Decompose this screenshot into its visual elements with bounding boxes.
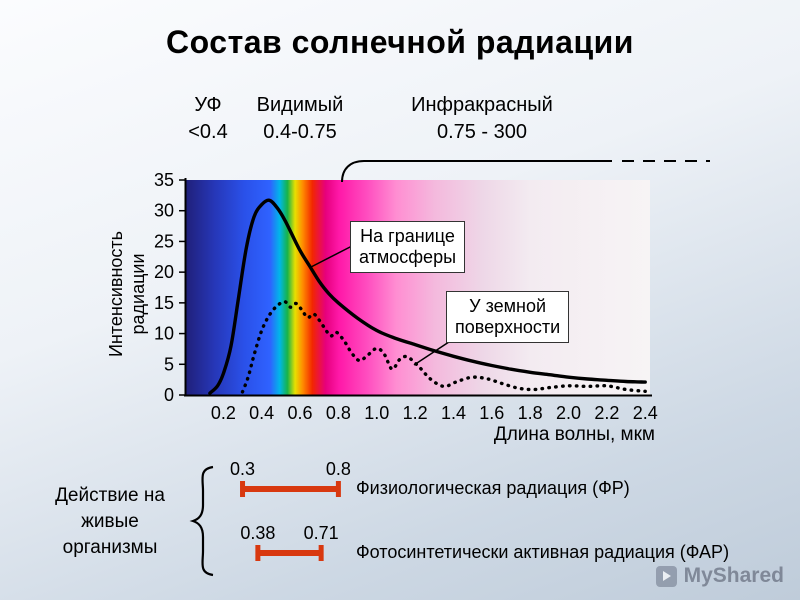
band-infrared-name: Инфракрасный	[411, 94, 553, 116]
x-tick-label: 0.8	[326, 403, 351, 423]
callout-surface-line1: У земной	[469, 296, 547, 316]
y-axis-title-line2: радиации	[128, 253, 148, 335]
band-infrared-range: 0.75 - 300	[436, 121, 528, 143]
effect-caption-line2: живые	[81, 511, 139, 532]
spectrum-background	[186, 180, 650, 395]
callout-atmosphere-line1: На границе	[360, 226, 455, 246]
series-curve-solid	[208, 198, 647, 395]
x-tick-label: 0.2	[211, 403, 236, 423]
effect-caption-line1: Действие на	[55, 485, 165, 506]
band-uv-range: <0.4	[188, 121, 228, 143]
range-label-far: Фотосинтетически активная радиация (ФАР)	[356, 542, 730, 562]
callout-atmosphere: На границе атмосферы	[350, 221, 466, 273]
callout-surface: У земной поверхности	[446, 291, 570, 343]
band-uv: УФ <0.4	[163, 92, 253, 146]
effect-caption-line3: организмы	[62, 537, 158, 558]
callout-surface-line2: поверхности	[455, 317, 561, 337]
y-axis-title: Интенсивность радиации	[105, 181, 149, 407]
y-tick-label: 5	[164, 354, 174, 374]
effect-caption: Действие на живые организмы	[36, 483, 184, 561]
x-axis-title: Длина волны, мкм	[493, 424, 655, 445]
range-from-label: 0.3	[230, 459, 255, 479]
x-tick-label: 0.4	[249, 403, 274, 423]
y-tick-label: 35	[154, 170, 174, 190]
data-curves	[208, 198, 647, 395]
x-tick-label: 1.8	[518, 403, 543, 423]
callout-line-atmosphere	[310, 245, 353, 268]
x-tick-label: 0.6	[288, 403, 313, 423]
play-triangle-icon	[663, 571, 672, 581]
y-tick-label: 0	[164, 385, 174, 405]
band-visible-range: 0.4-0.75	[263, 121, 337, 143]
y-tick-label: 25	[154, 231, 174, 251]
range-from-label: 0.38	[240, 523, 275, 543]
range-bars: 0.3 0.8 0.38 0.71	[230, 459, 351, 561]
band-visible-name: Видимый	[256, 94, 344, 116]
myshared-logo-icon	[655, 565, 677, 587]
band-visible: Видимый 0.4-0.75	[243, 92, 357, 146]
watermark-text: MyShared	[683, 564, 784, 587]
infrared-bracket	[341, 160, 612, 183]
x-tick-label: 1.6	[479, 403, 504, 423]
y-axis-title-line1: Интенсивность	[106, 230, 126, 358]
range-to-label: 0.71	[304, 523, 339, 543]
range-label-fr: Физиологическая радиация (ФР)	[356, 478, 630, 498]
y-tick-label: 15	[154, 293, 174, 313]
axis-ticks: 0 5 10 15 20 25 30 35 0.2 0.4 0.6 0.8 1.0 1.2 1.4 1.6 1.…	[154, 170, 658, 423]
range-to-label: 0.8	[326, 459, 351, 479]
x-tick-label: 1.4	[441, 403, 466, 423]
band-uv-name: УФ	[194, 94, 222, 116]
x-tick-label: 2.4	[633, 403, 658, 423]
y-tick-label: 10	[154, 324, 174, 344]
page-title: Состав солнечной радиации	[166, 24, 634, 60]
x-tick-label: 2.0	[556, 403, 581, 423]
y-tick-label: 20	[154, 262, 174, 282]
y-tick-label: 30	[154, 201, 174, 221]
left-brace	[189, 465, 214, 577]
x-tick-label: 2.2	[594, 403, 619, 423]
callout-atmosphere-line2: атмосферы	[359, 247, 457, 267]
x-tick-label: 1.0	[364, 403, 389, 423]
watermark: MyShared	[655, 564, 784, 588]
band-infrared: Инфракрасный 0.75 - 300	[388, 92, 576, 146]
x-tick-label: 1.2	[403, 403, 428, 423]
